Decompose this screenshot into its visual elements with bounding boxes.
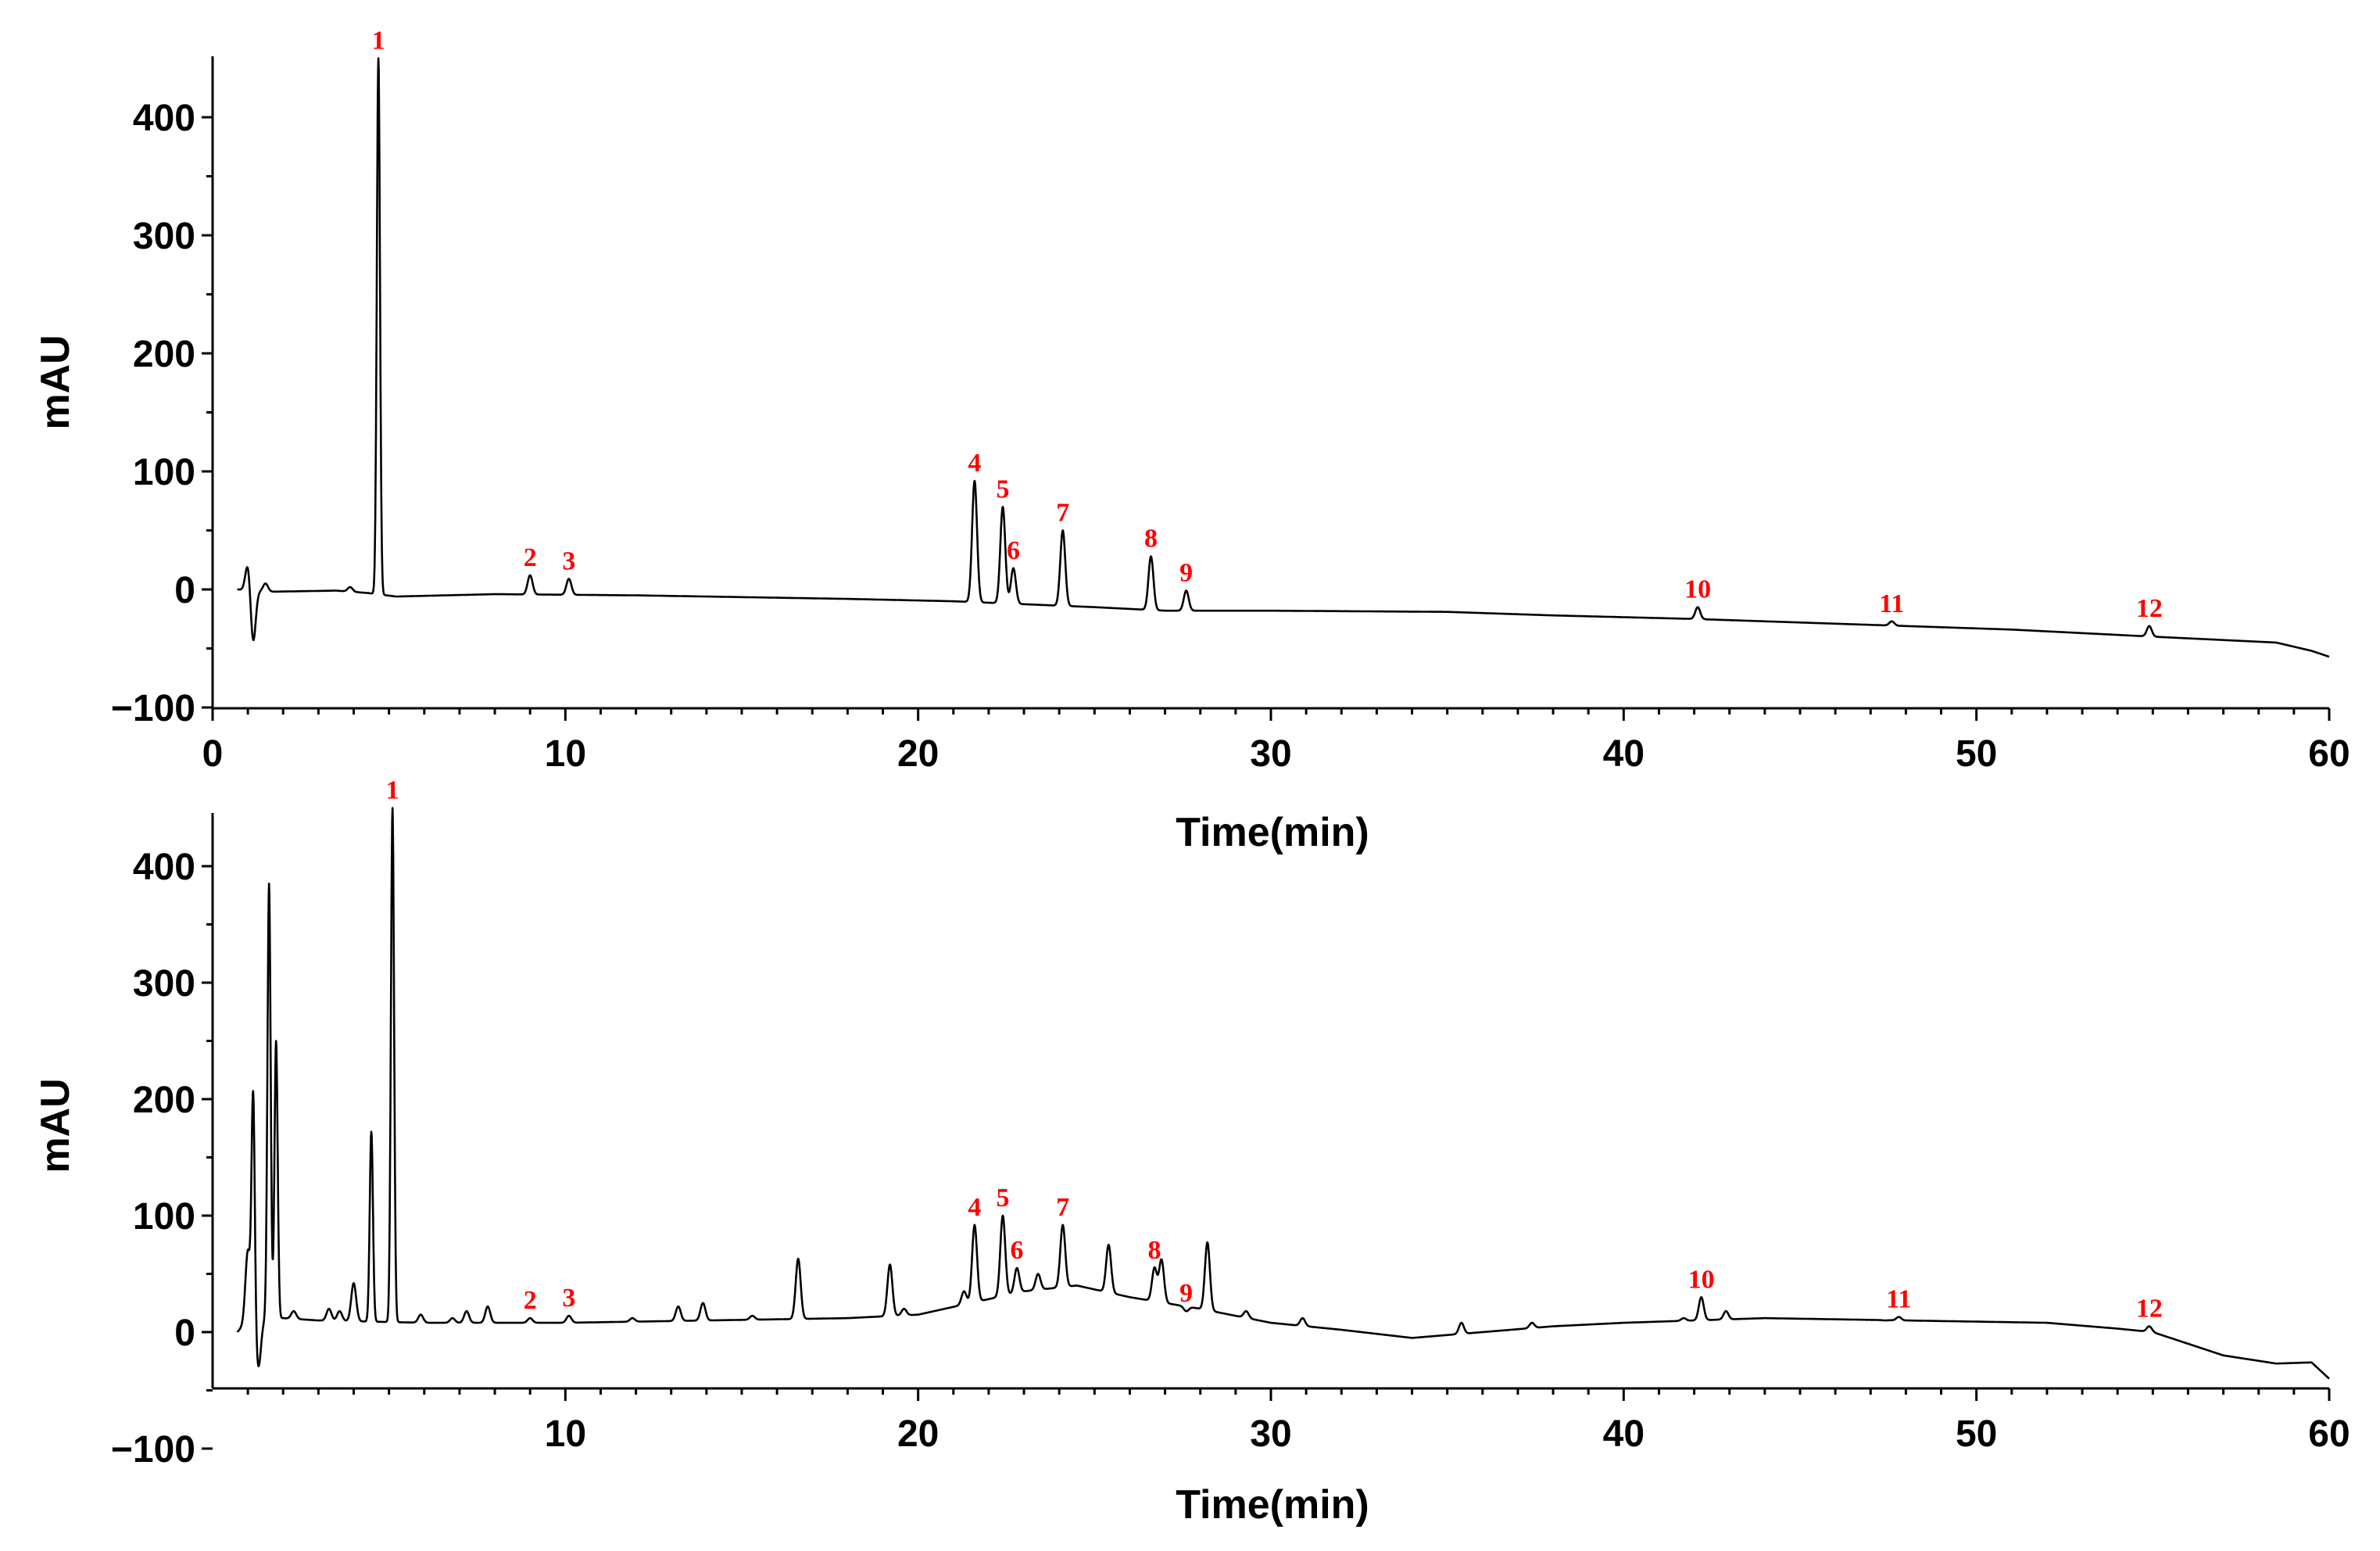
top-x-axis-title: Time(min) [1176, 810, 1369, 855]
top-y-tick-label: 0 [174, 570, 195, 611]
top-x-tick-label: 60 [2308, 733, 2350, 775]
top-peak-label-12: 12 [2136, 594, 2163, 623]
top-x-tick-label: 20 [897, 733, 939, 775]
top-peak-label-7: 7 [1056, 499, 1069, 528]
top-x-tick-label: 10 [545, 733, 586, 775]
bottom-y-tick-label: 0 [174, 1313, 195, 1354]
top-y-tick-label: 400 [133, 98, 195, 139]
top-y-tick-label: 200 [133, 334, 195, 375]
bottom-y-tick-label: 200 [133, 1080, 195, 1121]
bottom-peak-label-12: 12 [2136, 1295, 2163, 1324]
top-peak-label-3: 3 [562, 546, 575, 575]
bottom-peak-label-9: 9 [1179, 1279, 1193, 1308]
top-x-tick-label: 30 [1250, 733, 1291, 775]
bottom-ticks: −100 0 100 200 300 400 10 20 30 40 50 60 [111, 847, 2350, 1470]
bottom-y-tick-label: 300 [133, 963, 195, 1005]
bottom-y-tick-label: −100 [111, 1429, 195, 1470]
bottom-x-tick-label: 50 [1956, 1413, 1997, 1455]
bottom-y-tick-label: 400 [133, 847, 195, 888]
bottom-peak-label-10: 10 [1688, 1265, 1715, 1294]
bottom-peak-label-2: 2 [524, 1286, 537, 1315]
bottom-peak-label-3: 3 [562, 1284, 575, 1313]
bottom-x-tick-label: 60 [2308, 1413, 2350, 1455]
top-peak-label-6: 6 [1007, 536, 1020, 565]
bottom-x-axis-title: Time(min) [1176, 1482, 1369, 1528]
top-peak-label-1: 1 [372, 27, 385, 56]
bottom-peak-label-1: 1 [386, 776, 399, 805]
top-y-tick-label: 100 [133, 452, 195, 493]
top-x-tick-label: 50 [1956, 733, 1997, 775]
top-peak-label-2: 2 [524, 543, 537, 572]
bottom-peak-label-6: 6 [1011, 1236, 1024, 1265]
top-peak-label-9: 9 [1179, 559, 1193, 588]
top-peak-label-11: 11 [1879, 589, 1904, 618]
bottom-panel: −100 0 100 200 300 400 10 20 30 40 50 60 mAU Time(m… [33, 776, 2350, 1528]
bottom-chromatogram-trace [236, 807, 2330, 1380]
bottom-x-tick-label: 10 [545, 1413, 586, 1455]
bottom-peak-label-7: 7 [1056, 1193, 1069, 1222]
bottom-x-tick-label: 40 [1603, 1413, 1645, 1455]
bottom-peak-label-11: 11 [1886, 1285, 1911, 1314]
top-chromatogram-trace [236, 57, 2330, 658]
top-y-tick-label: 300 [133, 216, 195, 257]
bottom-x-tick-label: 20 [897, 1413, 939, 1455]
bottom-peak-label-4: 4 [968, 1193, 981, 1222]
bottom-y-axis-title: mAU [33, 1078, 78, 1173]
top-x-tick-label: 0 [202, 733, 224, 775]
top-x-tick-label: 40 [1603, 733, 1645, 775]
top-y-axis-title: mAU [33, 335, 78, 429]
top-peak-label-4: 4 [968, 449, 981, 478]
bottom-x-tick-label: 30 [1250, 1413, 1291, 1455]
top-peak-label-10: 10 [1684, 575, 1711, 604]
bottom-peak-label-8: 8 [1148, 1236, 1161, 1265]
bottom-y-tick-label: 100 [133, 1196, 195, 1238]
bottom-peak-label-5: 5 [996, 1184, 1009, 1213]
top-peak-label-8: 8 [1144, 525, 1158, 553]
top-peak-label-5: 5 [996, 475, 1009, 503]
top-y-tick-label: −100 [111, 688, 195, 729]
